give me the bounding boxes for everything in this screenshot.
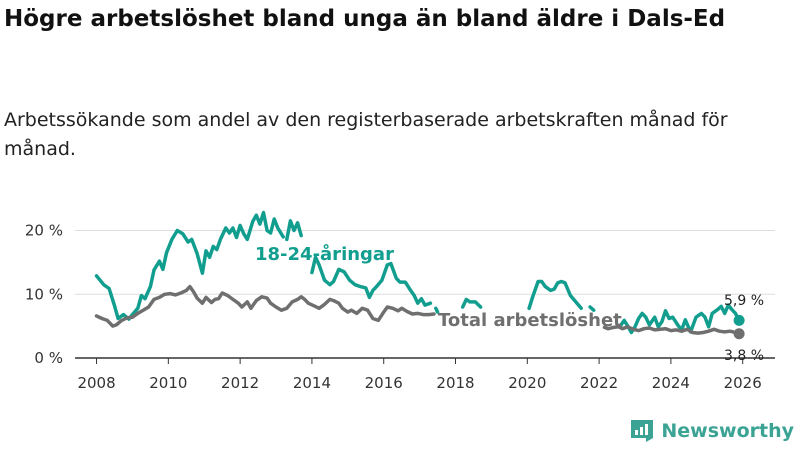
x-tick-label: 2008 xyxy=(77,374,115,392)
x-tick-label: 2012 xyxy=(221,374,259,392)
x-tick-label: 2016 xyxy=(365,374,403,392)
x-tick-label: 2010 xyxy=(149,374,187,392)
brand-logo[interactable]: Newsworthy xyxy=(629,418,794,444)
y-tick-label: 10 % xyxy=(25,285,63,303)
y-tick-label: 0 % xyxy=(34,349,63,367)
newsworthy-logo-icon xyxy=(631,420,654,442)
chart-title: Högre arbetslöshet bland unga än bland ä… xyxy=(4,6,726,32)
series-label-total: Total arbetslöshet xyxy=(438,310,622,331)
y-axis-ticks: 0 % 10 % 20 % xyxy=(25,222,63,368)
y-tick-label: 20 % xyxy=(25,222,63,240)
series-lines xyxy=(94,210,741,336)
x-tick-label: 2022 xyxy=(580,374,618,392)
series-youth-line xyxy=(527,279,583,311)
x-axis: 2008 2010 2012 2014 2016 2018 2020 2022 2024 2026 xyxy=(77,358,762,392)
series-youth-line xyxy=(460,297,483,309)
end-marker-youth xyxy=(733,314,745,326)
series-total-line xyxy=(602,325,741,336)
series-youth-line xyxy=(618,303,741,335)
series-youth-line xyxy=(285,219,303,242)
series-total-line xyxy=(94,284,436,328)
end-value-total: 3,8 % xyxy=(724,348,764,364)
series-label-youth: 18-24-åringar xyxy=(255,243,394,265)
series-youth-line xyxy=(94,210,285,321)
series-end-markers xyxy=(733,314,745,340)
x-tick-label: 2020 xyxy=(508,374,546,392)
brand-name: Newsworthy xyxy=(661,420,794,442)
x-tick-label: 2026 xyxy=(724,374,762,392)
series-youth-line xyxy=(310,255,433,307)
series-youth-line xyxy=(588,305,596,312)
end-value-youth: 5,9 % xyxy=(724,293,764,309)
x-tick-label: 2024 xyxy=(652,374,690,392)
end-marker-total xyxy=(733,328,745,340)
x-tick-label: 2014 xyxy=(293,374,331,392)
chart-subtitle: Arbetssökande som andel av den registerb… xyxy=(4,109,728,160)
x-tick-label: 2018 xyxy=(436,374,474,392)
gridlines xyxy=(75,230,775,359)
series-youth-line xyxy=(434,306,440,314)
